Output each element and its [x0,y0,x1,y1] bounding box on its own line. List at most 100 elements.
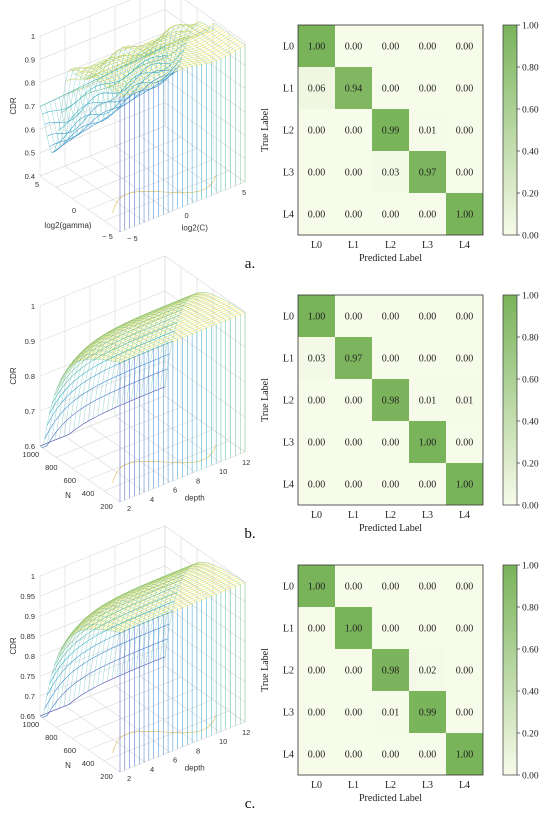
cell-value: 0.97 [419,168,437,179]
mesh-line [78,57,159,128]
floor-contour [112,445,217,484]
colorbar-tick-label: 0.60 [522,376,539,386]
mesh-line [116,40,198,105]
matrix-cell [409,25,446,67]
y-tick-label: L0 [283,582,294,593]
x-axis-label: N [65,761,71,770]
cell-value: 0.03 [308,354,326,365]
cell-value: 0.00 [456,168,474,179]
grid-line [55,676,182,728]
matrix-cell [335,691,372,733]
cell-value: 0.01 [419,126,437,137]
x-tick-label: 400 [82,759,95,768]
x-axis-label: Predicted Label [359,523,422,534]
y-tick-label: L4 [283,750,294,761]
mesh-line [54,615,135,711]
mesh-line [87,49,169,122]
z-tick-label: 0.75 [20,672,35,681]
x-axis-label: log2(gamma) [44,221,91,230]
cell-value: 0.94 [345,84,363,95]
matrix-cell [335,67,372,109]
matrix-cell [446,463,483,505]
x-tick-label: L4 [459,240,470,251]
grid-line [55,406,182,458]
cell-value: 0.00 [345,750,363,761]
grid-line [114,145,196,203]
matrix-cell [446,733,483,775]
y-axis-label: True Label [260,108,271,152]
matrix-cell [298,463,335,505]
grid-line [89,425,171,483]
mesh-line [107,45,188,109]
y-tick-label: 12 [242,728,250,737]
matrix-cell [298,337,335,379]
z-tick-label: 0.9 [25,337,35,346]
matrix-cell [409,691,446,733]
cell-value: 0.03 [382,168,400,179]
matrix-cell [335,109,372,151]
z-axis-label: CDR [9,97,18,115]
cell-value: 0.00 [419,480,437,491]
matrix-cell [372,193,409,235]
mesh-line [131,305,212,401]
matrix-cell [446,691,483,733]
x-axis-label: N [65,491,71,500]
cell-value: 0.00 [456,624,474,635]
matrix-cell [335,25,372,67]
panel-caption: c. [245,796,255,812]
grid-line [39,0,246,43]
y-tick-label: L0 [283,42,294,53]
x-tick-label: 800 [45,463,58,472]
mesh-line [63,338,145,437]
x-tick-label: L4 [459,780,470,791]
matrix-cell [372,691,409,733]
cell-value: 0.00 [382,84,400,95]
mesh-line [83,327,164,425]
colorbar [502,294,518,506]
matrix-cell [298,193,335,235]
mesh-line [54,66,135,144]
y-tick-label: − 5 [127,234,138,243]
cell-value: 0.00 [382,42,400,53]
x-tick-label: L0 [311,780,322,791]
x-tick-label: L1 [348,240,359,251]
y-tick-label: L1 [283,84,294,95]
matrix-cell [298,649,335,691]
matrix-cell [298,109,335,151]
mesh-line [116,311,198,407]
grid-line [164,395,246,453]
matrix-cell [335,733,372,775]
matrix-cell [298,421,335,463]
cell-value: 0.00 [345,312,363,323]
x-tick-label: L4 [459,510,470,521]
x-tick-label: 1000 [23,450,40,459]
colorbar-tick-label: 1.00 [522,22,539,32]
matrix-cell [409,649,446,691]
matrix-cell [372,151,409,193]
mesh-line [63,608,145,707]
cell-value: 0.00 [308,750,326,761]
matrix-cell [335,649,372,691]
cell-value: 0.00 [308,666,326,677]
cell-value: 0.06 [308,84,326,95]
x-tick-label: L1 [348,510,359,521]
x-tick-label: L3 [422,510,433,521]
mesh-line [140,301,222,397]
matrix-cell [409,295,446,337]
cell-value: 0.01 [419,396,437,407]
mesh-line [131,35,212,94]
colorbar-tick-label: 0.20 [522,460,539,470]
cell-value: 0.98 [382,396,400,407]
mesh-line [159,563,241,659]
cell-value: 0.02 [419,666,437,677]
y-tick-label: 6 [173,486,177,495]
cell-value: 0.00 [456,84,474,95]
cell-value: 0.00 [382,438,400,449]
mesh-line [92,322,173,419]
cell-value: 0.00 [345,42,363,53]
x-tick-label: L0 [311,240,322,251]
matrix-cell [409,193,446,235]
colorbar-tick-label: 0.20 [522,730,539,740]
mesh-line [111,313,193,410]
colorbar-tick-label: 0.40 [522,688,539,698]
